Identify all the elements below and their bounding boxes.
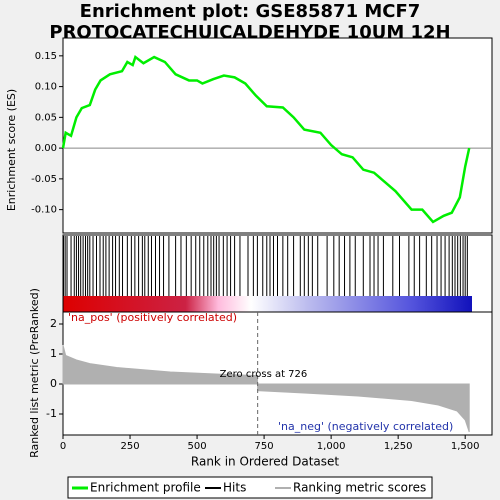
- y-tick-label: -0.10: [31, 205, 57, 216]
- color-bar: [63, 296, 472, 312]
- y-tick-label: 0.00: [35, 143, 57, 154]
- y-tick-label: -0.05: [31, 174, 57, 185]
- title: PROTOCATECHUICALDEHYDE 10UM 12H: [49, 22, 450, 43]
- y-tick-label: 2: [50, 317, 57, 330]
- title: Enrichment plot: GSE85871 MCF7: [80, 1, 421, 22]
- y-axis-label: Enrichment score (ES): [5, 89, 18, 211]
- legend: [67, 476, 433, 499]
- y-axis-label: Ranked list metric (PreRanked): [28, 288, 41, 458]
- es-line: [61, 55, 471, 224]
- legend-label: Ranking metric scores: [293, 481, 426, 495]
- x-tick-label: 500: [188, 441, 207, 452]
- x-tick-label: 1,250: [384, 441, 413, 452]
- y-tick-label: 1: [50, 347, 57, 360]
- x-tick-label: 1,000: [317, 441, 346, 452]
- y-tick-label: 0: [50, 377, 57, 390]
- pos-label: 'na_pos' (positively correlated): [68, 311, 237, 324]
- x-tick-label: 250: [120, 441, 139, 452]
- y-tick-label: 0.05: [35, 112, 57, 123]
- x-tick-label: 750: [255, 441, 274, 452]
- y-tick-label: 0.10: [35, 82, 57, 93]
- legend-label: Enrichment profile: [90, 481, 201, 495]
- x-axis-label: Rank in Ordered Dataset: [191, 455, 339, 469]
- zero-cross-label: Zero cross at 726: [220, 369, 308, 380]
- legend-label: Hits: [223, 481, 246, 495]
- x-tick-label: 0: [60, 441, 66, 452]
- es-frame: [62, 37, 493, 234]
- x-tick-label: 1,500: [451, 441, 480, 452]
- y-tick-label: 0.15: [35, 51, 57, 62]
- neg-label: 'na_neg' (negatively correlated): [278, 420, 453, 433]
- y-tick-label: -1: [46, 407, 57, 420]
